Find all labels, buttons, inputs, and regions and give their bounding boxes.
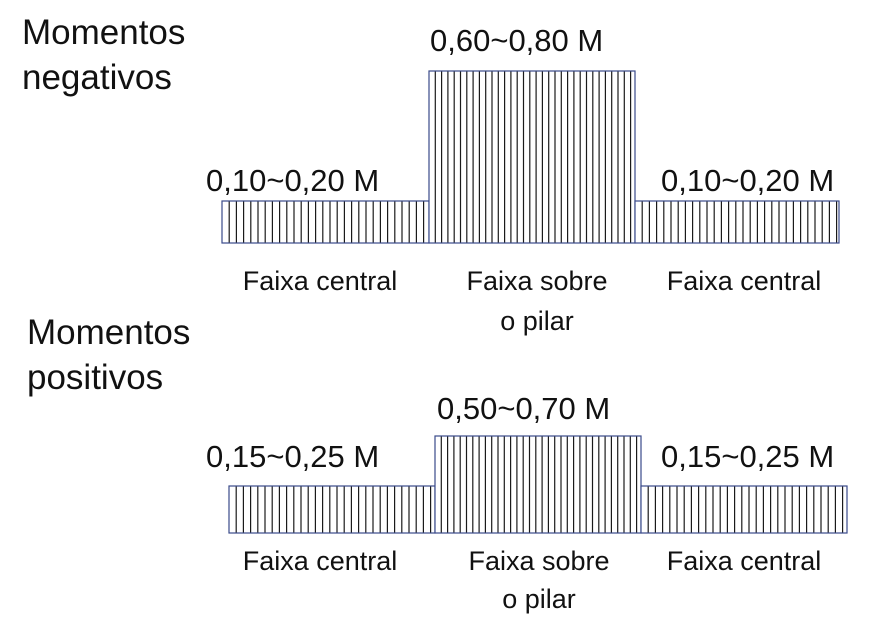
- positive-right-central-strip-block: [640, 485, 848, 534]
- positive-center-strip-label-line2: o pilar: [502, 584, 576, 614]
- positive-right-central-strip-block-outline: [640, 485, 848, 534]
- negative-right-strip-label: Faixa central: [667, 266, 822, 296]
- positive-left-strip-label: Faixa central: [243, 546, 398, 576]
- negative-left-strip-label: Faixa central: [243, 266, 398, 296]
- negative-moments-group: Momentos negativos 0,10~0,20 M 0,60~0,80…: [22, 13, 840, 336]
- negative-right-central-strip-block-fill: [635, 201, 839, 243]
- positive-right-value-label: 0,15~0,25 M: [661, 439, 834, 474]
- positive-moments-heading-line1: Momentos: [27, 313, 190, 352]
- positive-column-strip-block: [434, 435, 642, 534]
- positive-column-strip-block-outline: [434, 435, 642, 534]
- negative-center-strip-label-line1: Faixa sobre: [466, 266, 607, 296]
- positive-moments-heading-line2: positivos: [27, 358, 163, 397]
- negative-column-strip-block: [428, 70, 636, 244]
- negative-center-strip-label-line2: o pilar: [500, 306, 574, 336]
- negative-left-central-strip-block-fill: [222, 201, 429, 243]
- negative-right-value-label: 0,10~0,20 M: [661, 163, 834, 198]
- negative-center-value-label: 0,60~0,80 M: [430, 23, 603, 58]
- positive-right-strip-label: Faixa central: [667, 546, 822, 576]
- positive-left-value-label: 0,15~0,25 M: [206, 439, 379, 474]
- negative-moments-heading-line2: negativos: [22, 58, 172, 97]
- negative-right-central-strip-block-outline: [634, 200, 840, 244]
- negative-right-central-strip-block: [634, 200, 840, 244]
- negative-column-strip-block-fill: [429, 71, 635, 243]
- positive-left-central-strip-block: [228, 485, 436, 534]
- negative-left-value-label: 0,10~0,20 M: [206, 163, 379, 198]
- positive-left-central-strip-block-fill: [229, 486, 435, 533]
- positive-column-strip-block-fill: [435, 436, 641, 533]
- positive-center-value-label: 0,50~0,70 M: [437, 391, 610, 426]
- negative-moments-heading-line1: Momentos: [22, 13, 185, 52]
- positive-moments-group: Momentos positivos 0,15~0,25 M 0,50~0,70…: [27, 313, 848, 614]
- negative-column-strip-block-outline: [428, 70, 636, 244]
- negative-left-central-strip-block: [221, 200, 430, 244]
- positive-center-strip-label-line1: Faixa sobre: [468, 546, 609, 576]
- positive-right-central-strip-block-fill: [641, 486, 847, 533]
